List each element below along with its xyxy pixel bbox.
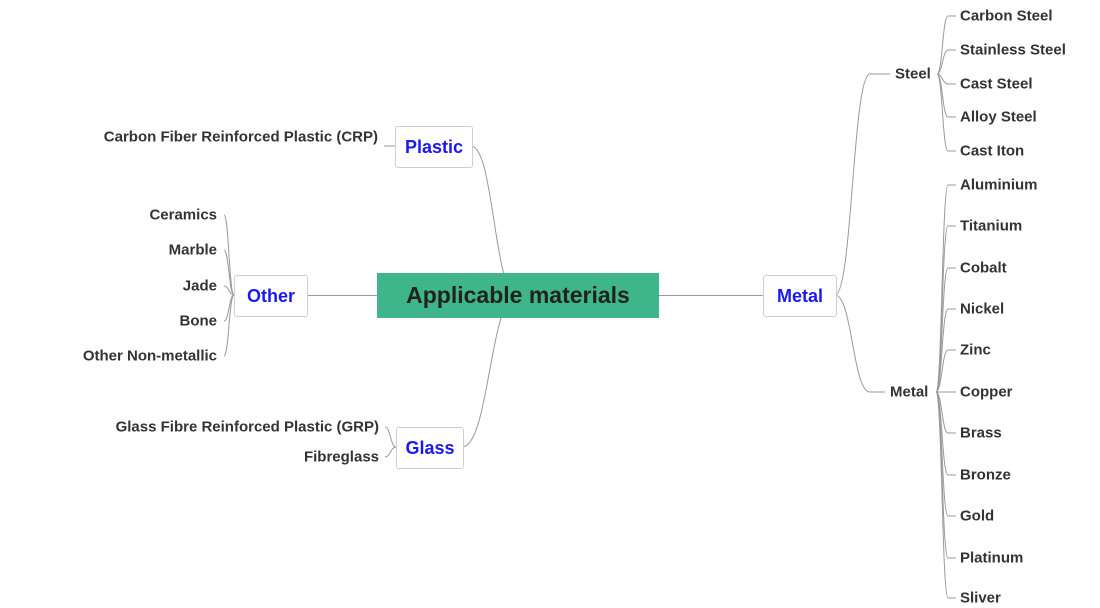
sub-metal-label: Metal [890, 384, 928, 401]
leaf-node: Platinum [960, 550, 1023, 567]
leaf-node: Other Non-metallic [83, 348, 217, 365]
leaf-node: Cast Steel [960, 76, 1033, 93]
branch-glass: Glass [396, 427, 464, 469]
leaf-node: Glass Fibre Reinforced Plastic (GRP) [116, 419, 379, 436]
leaf-node: Brass [960, 425, 1002, 442]
branch-plastic-label: Plastic [405, 137, 463, 158]
leaf-node: Bone [180, 313, 218, 330]
leaf-node: Copper [960, 384, 1013, 401]
leaf-node: Jade [183, 278, 217, 295]
leaf-node: Cobalt [960, 260, 1007, 277]
branch-metal: Metal [763, 275, 837, 317]
leaf-node: Stainless Steel [960, 42, 1066, 59]
branch-glass-label: Glass [405, 438, 454, 459]
leaf-node: Nickel [960, 301, 1004, 318]
sub-steel-label: Steel [895, 66, 931, 83]
leaf-node: Marble [169, 242, 217, 259]
branch-metal-label: Metal [777, 286, 823, 307]
root-label: Applicable materials [406, 282, 630, 309]
branch-other-label: Other [247, 286, 295, 307]
branch-plastic: Plastic [395, 126, 473, 168]
sub-metal-group: Metal [890, 384, 928, 401]
leaf-node: Sliver [960, 590, 1001, 607]
sub-steel: Steel [895, 66, 931, 83]
leaf-node: Fibreglass [304, 449, 379, 466]
branch-other: Other [234, 275, 308, 317]
leaf-node: Gold [960, 508, 994, 525]
leaf-node: Titanium [960, 218, 1022, 235]
leaf-node: Carbon Fiber Reinforced Plastic (CRP) [104, 129, 378, 146]
leaf-node: Zinc [960, 342, 991, 359]
leaf-node: Alloy Steel [960, 109, 1037, 126]
leaf-node: Carbon Steel [960, 8, 1053, 25]
leaf-node: Cast Iton [960, 143, 1024, 160]
leaf-node: Bronze [960, 467, 1011, 484]
root-node: Applicable materials [377, 273, 659, 318]
leaf-node: Aluminium [960, 177, 1038, 194]
leaf-node: Ceramics [149, 207, 217, 224]
